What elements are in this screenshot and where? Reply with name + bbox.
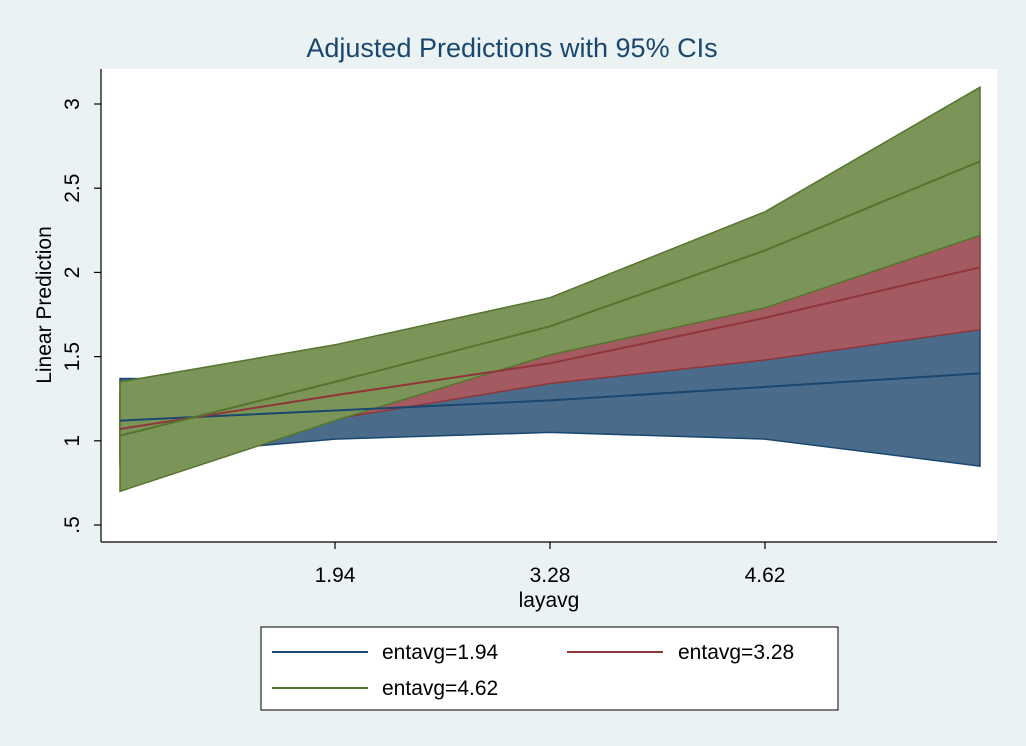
legend-box — [260, 626, 839, 711]
x-tick-label: 1.94 — [315, 564, 356, 587]
legend-items: entavg=1.94 entavg=3.28 entavg=4.62 — [272, 641, 794, 700]
legend-label-series-3: entavg=4.62 — [382, 677, 498, 700]
y-axis-ticks: .5 1 1.5 2 2.5 3 — [61, 98, 101, 534]
legend: entavg=1.94 entavg=3.28 entavg=4.62 — [260, 626, 839, 711]
prediction-line-series-2 — [119, 266, 981, 430]
legend-label-series-1: entavg=1.94 — [382, 641, 499, 664]
chart-title: Adjusted Predictions with 95% CIs — [306, 33, 717, 63]
y-tick-label: 1.5 — [61, 342, 84, 371]
x-tick-label: 4.62 — [745, 564, 786, 587]
y-tick-label: 1 — [61, 435, 84, 447]
confidence-bands — [119, 85, 981, 493]
x-axis-ticks: 1.94 3.28 4.62 — [315, 542, 786, 587]
y-axis-title: Linear Prediction — [33, 226, 56, 384]
y-tick-label: 2.5 — [61, 174, 84, 203]
x-tick-label: 3.28 — [530, 564, 571, 587]
x-axis-title: layavg — [519, 589, 580, 612]
y-tick-label: .5 — [61, 516, 84, 534]
y-tick-label: 2 — [61, 267, 84, 279]
legend-label-series-2: entavg=3.28 — [678, 641, 794, 664]
y-tick-label: 3 — [61, 98, 84, 110]
prediction-line-series-3 — [119, 160, 981, 437]
prediction-lines — [119, 160, 981, 437]
ci-band-series-3 — [119, 85, 981, 493]
prediction-line-series-1 — [119, 372, 981, 422]
